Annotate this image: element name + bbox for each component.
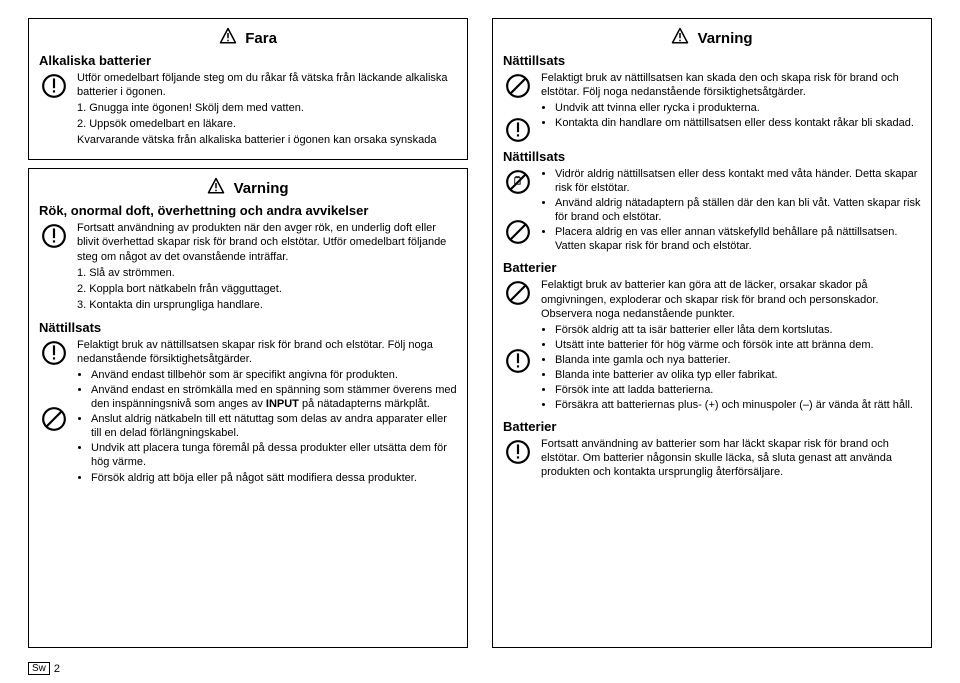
alk-step2: 2. Uppsök omedelbart en läkare.	[77, 117, 457, 131]
exclamation-circle-icon	[505, 439, 531, 465]
prohibition-icon	[505, 219, 531, 245]
smoke-step3: 3. Kontakta din ursprungliga handlare.	[77, 298, 457, 312]
adapter-list-left: Använd endast tillbehör som är specifikt…	[91, 368, 457, 485]
smoke-heading: Rök, onormal doft, överhettning och andr…	[39, 203, 457, 218]
icon-column	[503, 437, 533, 481]
list-item: Undvik att tvinna eller rycka i produkte…	[555, 101, 921, 115]
smoke-step1: 1. Slå av strömmen.	[77, 266, 457, 280]
r4-text: Fortsatt användning av batterier som har…	[541, 437, 921, 479]
warning-box-right: Varning Nättillsats Felaktigt bruk av nä…	[492, 18, 932, 648]
page-number: 2	[54, 663, 60, 675]
list-item: Kontakta din handlare om nättillsatsen e…	[555, 116, 921, 130]
alkaline-heading: Alkaliska batterier	[39, 53, 457, 68]
list-item: Blanda inte gamla och nya batterier.	[555, 353, 921, 367]
batteries-heading-r4: Batterier	[503, 419, 921, 434]
warning-triangle-icon	[219, 27, 237, 45]
wet-hand-prohibition-icon	[505, 169, 531, 195]
alkaline-text: Utför omedelbart följande steg om du råk…	[77, 71, 457, 149]
icon-column	[503, 167, 533, 254]
list-item: Utsätt inte batterier för hög värme och …	[555, 338, 921, 352]
icon-column	[39, 221, 69, 313]
list-item: Använd endast tillbehör som är specifikt…	[91, 368, 457, 382]
warning-title-left: Varning	[234, 180, 289, 197]
batteries-block-r3: Felaktigt bruk av batterier kan göra att…	[503, 278, 921, 413]
exclamation-circle-icon	[41, 340, 67, 366]
list-item: Försök aldrig att böja eller på något sä…	[91, 471, 457, 485]
exclamation-circle-icon	[505, 348, 531, 374]
icon-column	[39, 71, 69, 149]
warning-box-left: Varning Rök, onormal doft, överhettning …	[28, 168, 468, 648]
prohibition-icon	[505, 280, 531, 306]
warning-triangle-icon	[671, 27, 689, 45]
adapter-heading-left: Nättillsats	[39, 320, 457, 335]
adapter-heading-r1: Nättillsats	[503, 53, 921, 68]
smoke-intro: Fortsatt användning av produkten när den…	[77, 221, 457, 263]
adapter-heading-r2: Nättillsats	[503, 149, 921, 164]
batteries-heading-r3: Batterier	[503, 260, 921, 275]
batteries-text-r3: Felaktigt bruk av batterier kan göra att…	[541, 278, 921, 413]
left-column: Fara Alkaliska batterier Utför omedelbar…	[28, 18, 468, 648]
batteries-text-r4: Fortsatt användning av batterier som har…	[541, 437, 921, 481]
alk-note: Kvarvarande vätska från alkaliska batter…	[77, 133, 457, 147]
r1-intro: Felaktigt bruk av nättillsatsen kan skad…	[541, 71, 921, 99]
input-label: INPUT	[266, 398, 299, 410]
smoke-step2: 2. Koppla bort nätkabeln från vägguttage…	[77, 282, 457, 296]
alk-intro: Utför omedelbart följande steg om du råk…	[77, 71, 457, 99]
page-footer: Sw 2	[28, 662, 60, 675]
r3-list: Försök aldrig att ta isär batterier elle…	[555, 323, 921, 412]
danger-title: Fara	[245, 30, 277, 47]
list-item: Vidrör aldrig nättillsatsen eller dess k…	[555, 167, 921, 195]
adapter-text-r1: Felaktigt bruk av nättillsatsen kan skad…	[541, 71, 921, 143]
warning-header-left: Varning	[39, 177, 457, 197]
r2-list: Vidrör aldrig nättillsatsen eller dess k…	[555, 167, 921, 253]
prohibition-icon	[505, 73, 531, 99]
icon-column	[503, 278, 533, 413]
list-item: Undvik att placera tunga föremål på dess…	[91, 441, 457, 469]
r3-intro: Felaktigt bruk av batterier kan göra att…	[541, 278, 921, 320]
icon-column	[39, 338, 69, 486]
list-item: Använd aldrig nätadaptern på ställen där…	[555, 196, 921, 224]
list-item: Försök inte att ladda batterierna.	[555, 383, 921, 397]
list-item: Försök aldrig att ta isär batterier elle…	[555, 323, 921, 337]
adapter-text-r2: Vidrör aldrig nättillsatsen eller dess k…	[541, 167, 921, 254]
exclamation-circle-icon	[41, 73, 67, 99]
warning-triangle-icon	[207, 177, 225, 195]
icon-column	[503, 71, 533, 143]
smoke-text: Fortsatt användning av produkten när den…	[77, 221, 457, 313]
list-item: Använd endast en strömkälla med en spänn…	[91, 383, 457, 411]
danger-header: Fara	[39, 27, 457, 47]
r1-list: Undvik att tvinna eller rycka i produkte…	[555, 101, 921, 130]
adapter-intro: Felaktigt bruk av nättillsatsen skapar r…	[77, 338, 457, 366]
batteries-block-r4: Fortsatt användning av batterier som har…	[503, 437, 921, 481]
adapter-text-left: Felaktigt bruk av nättillsatsen skapar r…	[77, 338, 457, 486]
list-item: Anslut aldrig nätkabeln till ett nätutta…	[91, 412, 457, 440]
smoke-block: Fortsatt användning av produkten när den…	[39, 221, 457, 313]
page-columns: Fara Alkaliska batterier Utför omedelbar…	[28, 18, 932, 648]
alk-step1: 1. Gnugga inte ögonen! Skölj dem med vat…	[77, 101, 457, 115]
right-column: Varning Nättillsats Felaktigt bruk av nä…	[492, 18, 932, 648]
list-item: Försäkra att batteriernas plus- (+) och …	[555, 398, 921, 412]
danger-box: Fara Alkaliska batterier Utför omedelbar…	[28, 18, 468, 160]
alkaline-block: Utför omedelbart följande steg om du råk…	[39, 71, 457, 149]
prohibition-icon	[41, 406, 67, 432]
li-text-c: på nätadapterns märkplåt.	[299, 398, 430, 410]
exclamation-circle-icon	[41, 223, 67, 249]
adapter-block-r2: Vidrör aldrig nättillsatsen eller dess k…	[503, 167, 921, 254]
adapter-block-r1: Felaktigt bruk av nättillsatsen kan skad…	[503, 71, 921, 143]
list-item: Blanda inte batterier av olika typ eller…	[555, 368, 921, 382]
exclamation-circle-icon	[505, 117, 531, 143]
warning-title-right: Varning	[698, 30, 753, 47]
adapter-block-left: Felaktigt bruk av nättillsatsen skapar r…	[39, 338, 457, 486]
warning-header-right: Varning	[503, 27, 921, 47]
language-badge: Sw	[28, 662, 50, 675]
list-item: Placera aldrig en vas eller annan vätske…	[555, 225, 921, 253]
